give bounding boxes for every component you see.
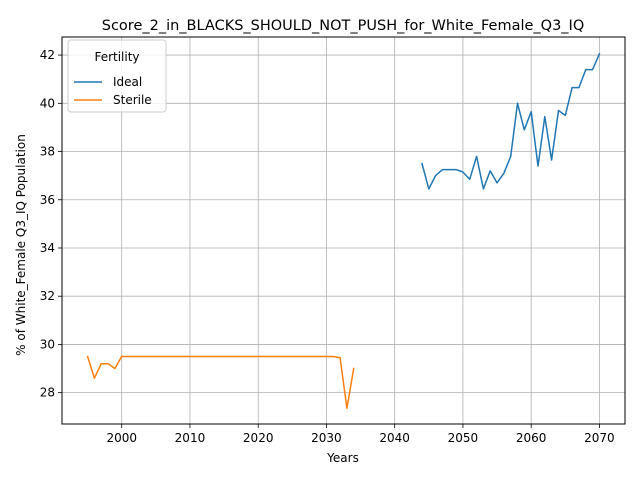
x-tick-label: 2050 bbox=[448, 431, 479, 445]
legend-label-ideal: Ideal bbox=[113, 75, 142, 89]
x-tick-label: 2030 bbox=[311, 431, 342, 445]
plot-frame bbox=[61, 36, 626, 425]
chart-title: Score_2_in_BLACKS_SHOULD_NOT_PUSH_for_Wh… bbox=[102, 18, 584, 34]
grid-lines bbox=[62, 37, 625, 424]
y-axis-label: % of White_Female Q3_IQ Population bbox=[14, 134, 28, 356]
x-tick-label: 2040 bbox=[379, 431, 410, 445]
y-tick-label: 40 bbox=[40, 96, 55, 110]
x-tick-label: 2070 bbox=[584, 431, 615, 445]
x-tick-label: 2000 bbox=[106, 431, 137, 445]
legend-title: Fertility bbox=[94, 50, 139, 64]
y-tick-label: 38 bbox=[40, 145, 55, 159]
x-tick-label: 2020 bbox=[243, 431, 274, 445]
series-lines bbox=[86, 52, 601, 410]
y-tick-label: 32 bbox=[40, 289, 55, 303]
series-line-ideal bbox=[421, 52, 601, 190]
series-line-sterile bbox=[86, 355, 355, 410]
x-tick-label: 2010 bbox=[175, 431, 206, 445]
x-axis-ticks: 2000 2010 2020 2030 2040 2050 2060 2070 bbox=[106, 424, 615, 445]
y-tick-label: 36 bbox=[40, 193, 55, 207]
y-tick-label: 34 bbox=[40, 241, 55, 255]
x-axis-label: Years bbox=[326, 451, 359, 465]
x-tick-label: 2060 bbox=[516, 431, 547, 445]
legend: Fertility Ideal Sterile bbox=[67, 39, 167, 113]
y-tick-label: 30 bbox=[40, 337, 55, 351]
y-tick-label: 28 bbox=[40, 386, 55, 400]
y-tick-label: 42 bbox=[40, 48, 55, 62]
y-axis-ticks: 28 30 32 34 36 38 40 42 bbox=[40, 48, 62, 400]
legend-box bbox=[67, 39, 167, 113]
legend-label-sterile: Sterile bbox=[113, 93, 152, 107]
